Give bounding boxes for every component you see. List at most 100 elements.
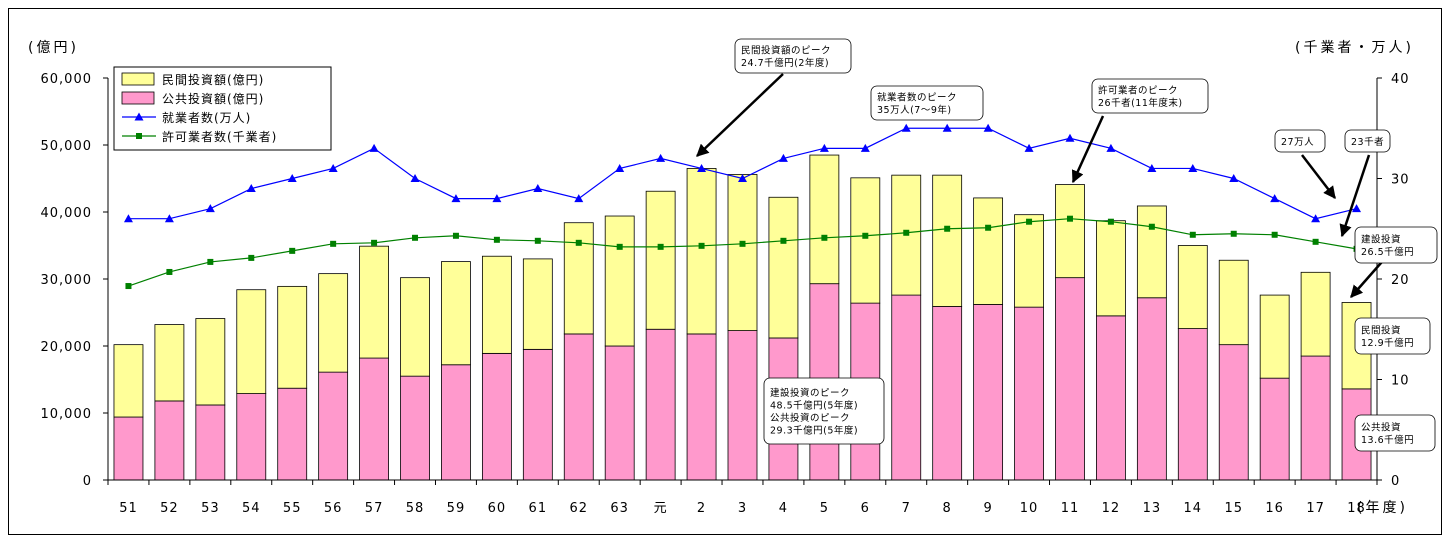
bar-public (1096, 315, 1126, 481)
contractors-point (1189, 231, 1196, 238)
x-tick-label: 60 (488, 501, 507, 516)
bar-public (1136, 297, 1167, 481)
x-tick-label: 54 (242, 501, 261, 516)
bar-public (318, 371, 349, 481)
y-left-tick-label: 40,000 (41, 206, 93, 221)
x-tick-label: 55 (283, 501, 302, 516)
annotation-box (870, 85, 984, 121)
legend-label: 許可業者数(千業者) (162, 129, 277, 144)
legend-label: 就業者数(万人) (162, 110, 251, 125)
workers-point (778, 153, 788, 162)
workers-point (1270, 194, 1280, 203)
bar-public (1300, 355, 1331, 481)
bar-public (1259, 377, 1290, 481)
legend-marker-workers (134, 112, 144, 121)
annotation-text: 26千者(11年度末) (1098, 97, 1183, 109)
contractors-point (166, 268, 173, 275)
contractors-point (780, 237, 787, 244)
contractors-point (698, 242, 705, 249)
x-tick-label: 9 (983, 501, 992, 516)
legend-label: 公共投資額(億円) (162, 91, 264, 106)
legend-swatch-private (121, 72, 155, 86)
contractors-point (575, 239, 582, 246)
annotation-box (734, 38, 852, 74)
x-tick-label: 51 (119, 501, 138, 516)
x-tick-label: 62 (569, 501, 588, 516)
bar-private (932, 174, 963, 307)
contractors-point (330, 240, 337, 247)
bar-public (1218, 344, 1249, 481)
x-tick-label: 16 (1265, 501, 1284, 516)
contractors-point (1107, 218, 1114, 225)
legend-marker-contractors (136, 133, 142, 139)
bar-public (481, 352, 512, 481)
x-tick-label: 15 (1224, 501, 1243, 516)
y-right-tick-label: 40 (1391, 72, 1410, 87)
bar-private (809, 154, 840, 285)
contractors-point (207, 258, 214, 265)
annotation-arrow (1301, 154, 1336, 199)
workers-point (1106, 143, 1116, 152)
annotation-box (1274, 129, 1326, 153)
workers-point (860, 143, 870, 152)
annotation-text: 29.3千億円(5年度) (770, 425, 858, 437)
workers-point (1065, 133, 1075, 142)
contractors-point (944, 225, 951, 232)
bar-private (1218, 259, 1249, 346)
bar-private (1014, 214, 1044, 308)
contractors-point (1026, 218, 1033, 225)
annotation-text: 12.9千億円 (1361, 337, 1414, 349)
bar-public (236, 393, 267, 481)
annotation-box (1344, 129, 1391, 153)
workers-point (451, 194, 461, 203)
contractors-point (657, 243, 664, 250)
workers-point (1311, 214, 1321, 223)
x-tick-label: 57 (365, 501, 384, 516)
contractors-point (1271, 231, 1278, 238)
y-axis-left-label: (億円) (28, 40, 79, 56)
bar-public (359, 357, 389, 481)
contractors-point (289, 247, 296, 254)
y-left-tick-label: 0 (83, 474, 92, 489)
y-left-tick-label: 60,000 (41, 72, 93, 87)
bar-private (195, 318, 226, 406)
annotation-arrow (1071, 115, 1105, 184)
annotation-text: 13.6千億円 (1361, 434, 1414, 446)
x-tick-label: 53 (201, 501, 220, 516)
bar-private (441, 261, 471, 366)
workers-point (574, 194, 584, 203)
bar-public (195, 404, 226, 481)
contractors-point (493, 236, 500, 243)
workers-point (615, 163, 625, 172)
y-right-tick-label: 0 (1391, 474, 1400, 489)
y-axis-right-label: (千業者・万人) (1295, 40, 1414, 56)
bar-private (154, 324, 185, 402)
bar-private (400, 277, 430, 377)
bar-public (727, 330, 758, 481)
bar-public (1177, 328, 1208, 481)
workers-point (656, 153, 666, 162)
annotation-arrow (1339, 154, 1371, 238)
bar-public (645, 328, 676, 481)
x-tick-label: 8 (943, 501, 952, 516)
contractors-point (371, 239, 378, 246)
legend: 民間投資額(億円) 公共投資額(億円) 就業者数(万人) 許可業者数(千業者) (113, 66, 332, 151)
contractors-point (1066, 215, 1073, 222)
bar-private (645, 190, 676, 330)
workers-point (1024, 143, 1034, 152)
annotation-text: 26.5千億円 (1361, 246, 1414, 258)
bar-public (113, 416, 144, 481)
x-tick-label: 61 (529, 501, 548, 516)
chart-frame (8, 8, 1442, 535)
workers-point (410, 174, 420, 182)
y-left-tick-label: 20,000 (41, 340, 93, 355)
x-tick-label: 18 (1347, 501, 1366, 516)
bar-private (236, 289, 267, 394)
y-right-tick-label: 10 (1391, 374, 1410, 389)
annotation-text: 民間投資額のピーク (741, 45, 831, 57)
bar-public (973, 304, 1004, 481)
y-left-tick-label: 30,000 (41, 273, 93, 288)
y-left-tick-label: 50,000 (41, 139, 93, 154)
x-axis-label: (年度) (1357, 500, 1408, 516)
bar-private (727, 174, 758, 331)
